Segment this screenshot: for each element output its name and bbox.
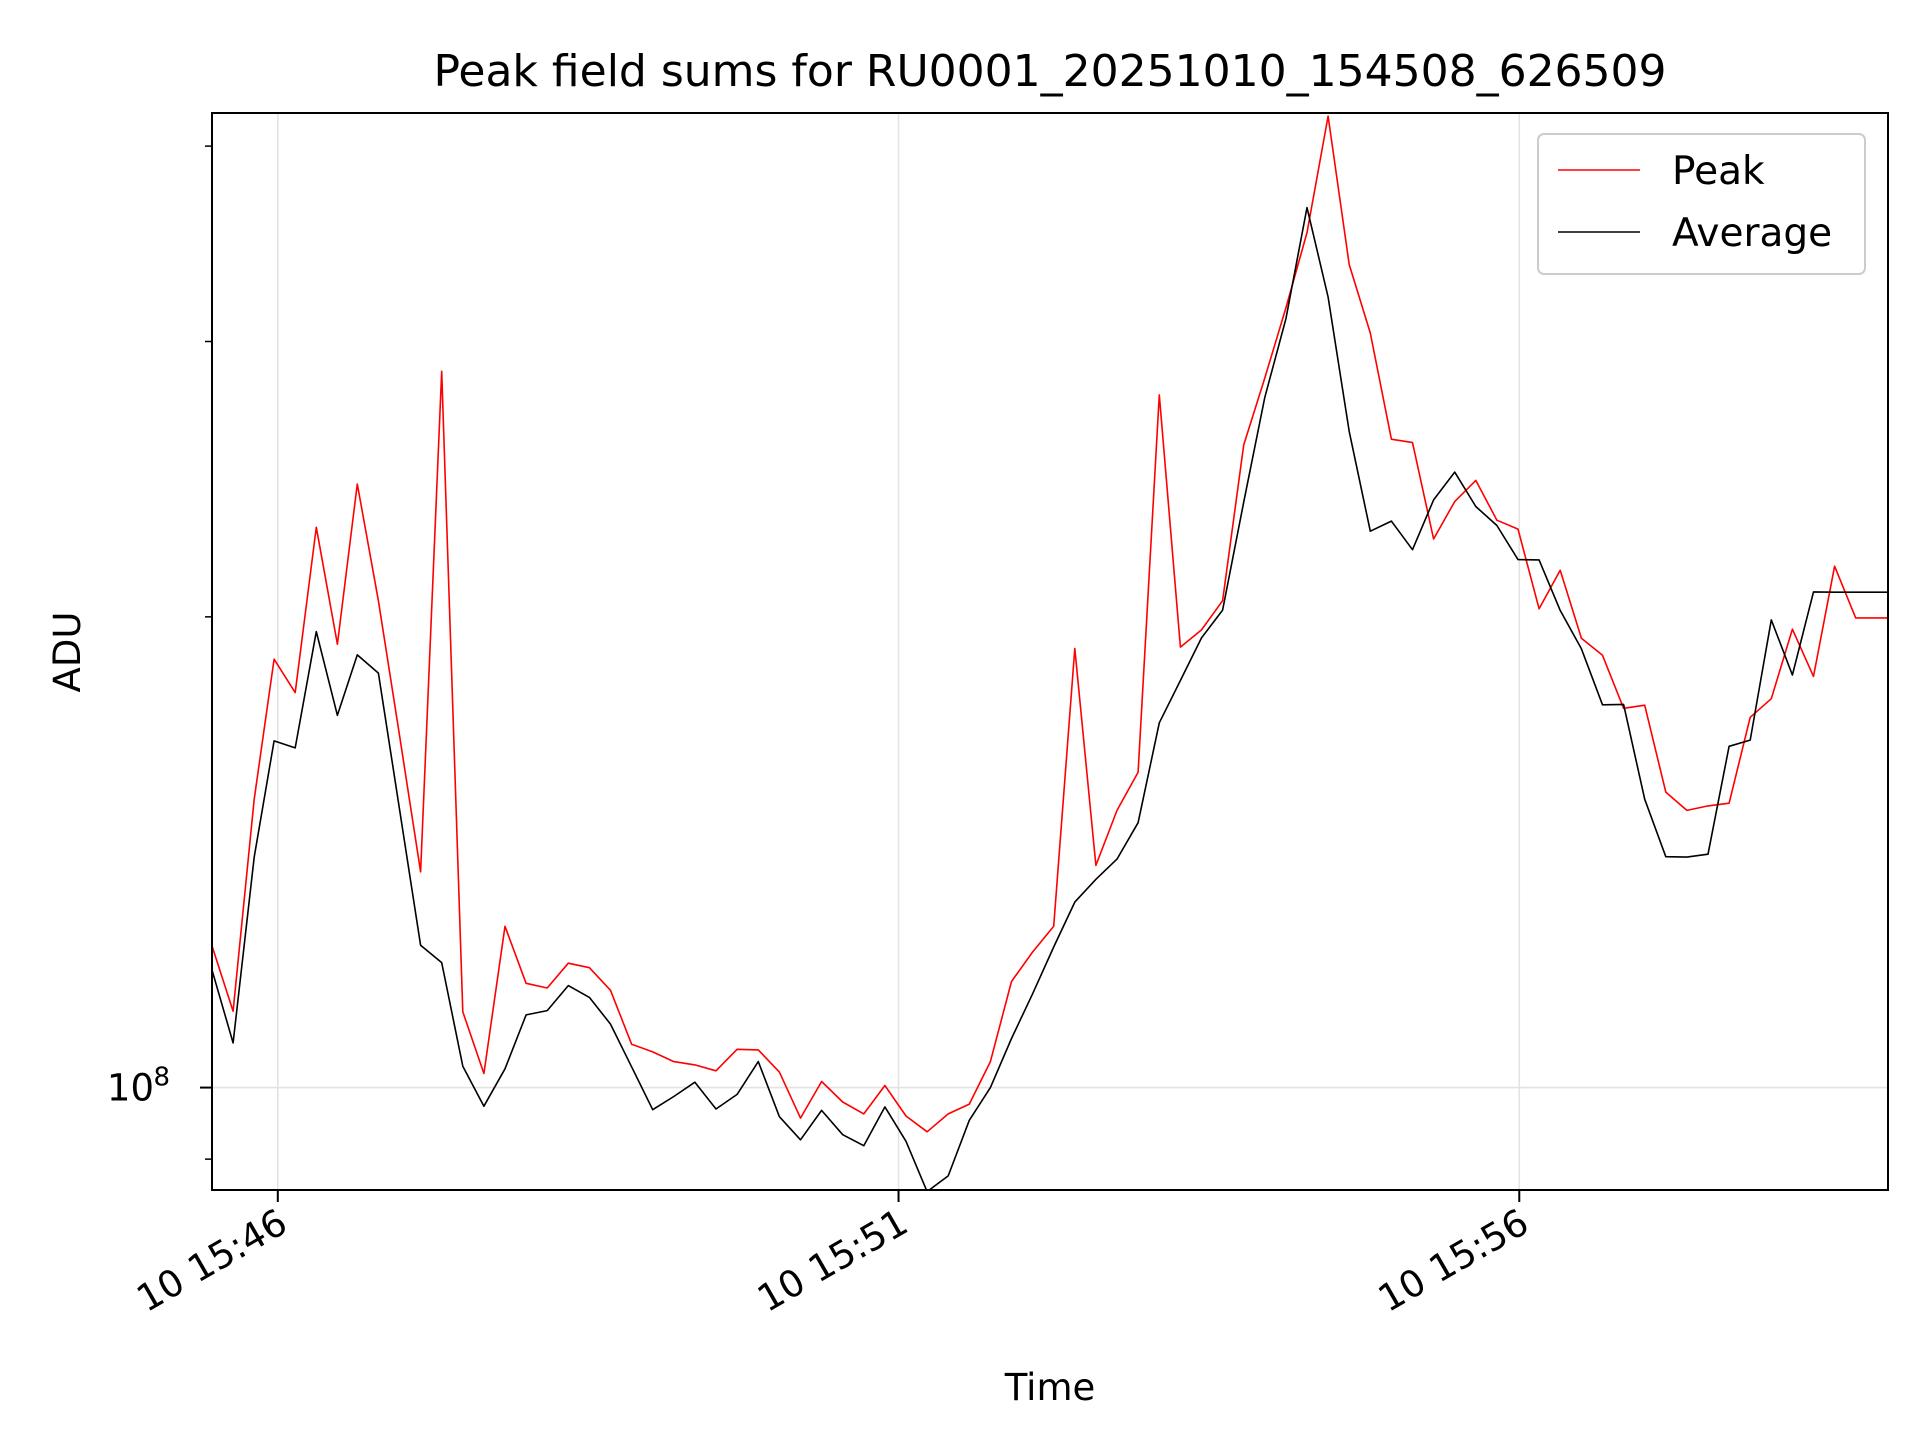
legend-box [1537,133,1866,275]
plot-frame [211,112,1889,1191]
y-axis-label: ADU [46,612,89,693]
series-line-peak [212,115,1888,1133]
x-axis-label: Time [1004,1366,1096,1409]
series-line-average [212,206,1888,1190]
series-layer [212,115,1888,1190]
y-tick-exponent: 8 [153,1063,170,1093]
legend-peak-label: Peak [1672,149,1765,194]
legend-average-label: Average [1672,211,1832,256]
legend: Peak Average [1537,133,1866,275]
chart-title: Peak field sums for RU0001_20251010_1545… [433,46,1666,97]
y-tick-label: 10 [107,1067,154,1110]
y-tick-base: 10 [107,1067,154,1110]
grid-layer [212,113,1888,1190]
